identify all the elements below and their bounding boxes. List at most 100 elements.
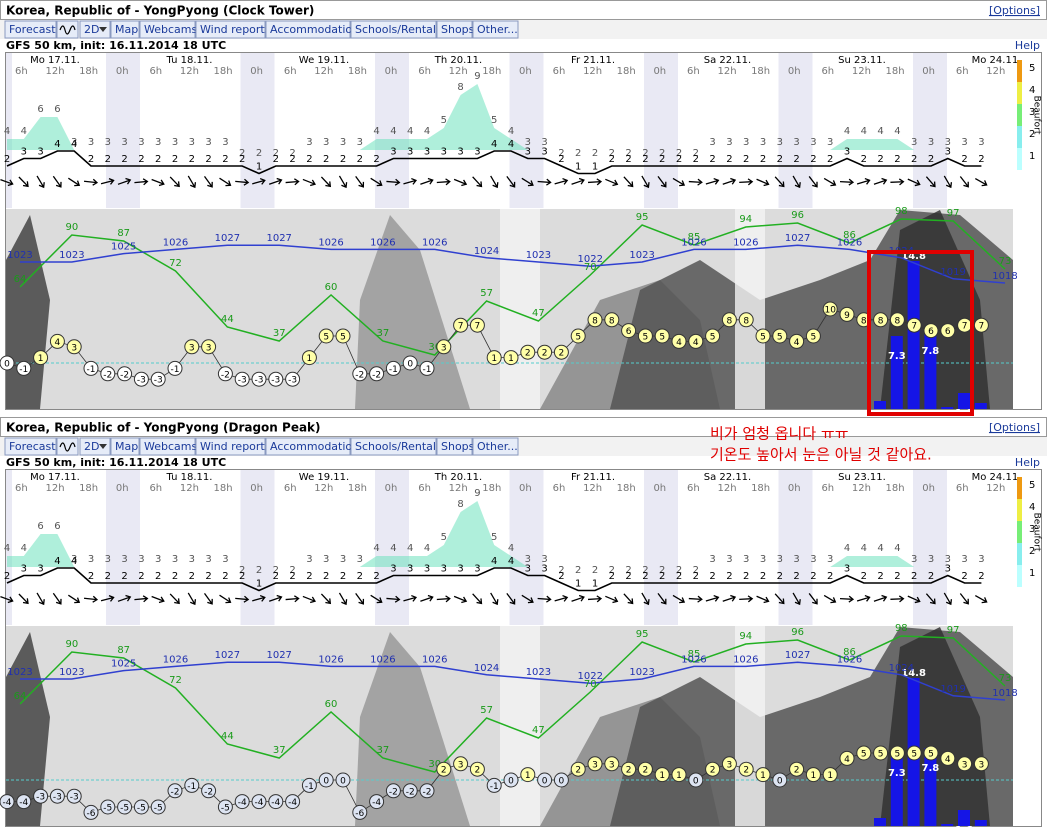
wind-arrow: [907, 178, 921, 187]
help-link[interactable]: Help: [1015, 456, 1040, 469]
hour-label: 18h: [885, 66, 904, 77]
hour-label: 6h: [553, 483, 566, 494]
night-band: [644, 53, 678, 208]
wind-value: 2: [306, 154, 312, 165]
options-link[interactable]: [Options]: [989, 421, 1040, 434]
hour-label: 18h: [617, 483, 636, 494]
temperature-label: 2: [525, 349, 531, 359]
tab-label[interactable]: Wind reports: [200, 440, 271, 453]
tab[interactable]: [472, 437, 519, 456]
tab-label[interactable]: 2D: [84, 440, 99, 453]
gust-value: 3: [121, 554, 127, 565]
tab[interactable]: [195, 20, 266, 39]
day-label: Su 23.11.: [838, 472, 886, 483]
temperature-marker: [335, 772, 351, 788]
tab[interactable]: [4, 20, 57, 39]
wind-arrow: [453, 178, 468, 187]
options-link[interactable]: [Options]: [989, 4, 1040, 17]
humidity-label: 70: [584, 679, 597, 690]
tab-label[interactable]: Wind reports: [200, 23, 271, 36]
gust-value: 3: [306, 137, 312, 148]
tab[interactable]: [265, 437, 351, 456]
temperature-label: 2: [559, 349, 565, 359]
tab-label[interactable]: Map: [115, 440, 138, 453]
wind-value: 2: [827, 154, 833, 165]
pressure-line: [20, 244, 1006, 284]
tab[interactable]: [79, 437, 111, 456]
tab-label[interactable]: Webcams: [144, 23, 197, 36]
tab[interactable]: [265, 20, 351, 39]
tab[interactable]: [56, 437, 79, 456]
beaufort-swatch: [1017, 477, 1022, 499]
wind-arrow: [472, 176, 483, 188]
wind-arrow: [571, 594, 585, 602]
tab-label[interactable]: Shops: [441, 23, 475, 36]
temperature-label: 6: [928, 327, 934, 337]
tab-label[interactable]: Map: [115, 23, 138, 36]
tab-label[interactable]: Webcams: [144, 440, 197, 453]
wind-arrow: [641, 592, 650, 606]
temperature-marker: [100, 799, 116, 815]
hour-label: 6h: [687, 66, 700, 77]
wind-arrow: [436, 595, 451, 603]
humidity-label: 70: [584, 262, 597, 273]
tab-label[interactable]: Forecast: [9, 23, 56, 36]
tab[interactable]: [436, 20, 473, 39]
wind-arrow: [722, 177, 737, 185]
tab[interactable]: [4, 437, 57, 456]
hour-label: 6h: [821, 66, 834, 77]
hour-label: 12h: [180, 483, 199, 494]
tab-label[interactable]: Accommodation: [270, 23, 359, 36]
precip-label: 14.8: [901, 668, 926, 679]
tab[interactable]: [195, 437, 266, 456]
tab[interactable]: [110, 20, 140, 39]
gust-value: 2: [642, 148, 648, 159]
help-link[interactable]: Help: [1015, 39, 1040, 52]
tab-label[interactable]: Other...: [477, 23, 518, 36]
tab[interactable]: [436, 437, 473, 456]
tab-label[interactable]: Shops: [441, 440, 475, 453]
tab-label[interactable]: Forecast: [9, 440, 56, 453]
wind-value: 2: [558, 571, 564, 582]
humidity-label: 73: [999, 673, 1012, 684]
wind-arrow: [839, 595, 855, 603]
precip-bar: [941, 824, 954, 826]
wind-arrow: [959, 176, 969, 188]
gust-value: 3: [155, 554, 161, 565]
tab[interactable]: [110, 437, 140, 456]
temperature-marker: [453, 317, 469, 333]
tab[interactable]: [472, 20, 519, 39]
gust-value: 3: [189, 554, 195, 565]
tab[interactable]: [350, 437, 437, 456]
tab[interactable]: [139, 437, 196, 456]
pressure-label: 1025: [111, 659, 136, 670]
temperature-marker: [789, 761, 805, 777]
wind-value: 2: [978, 571, 984, 582]
gust-value: 3: [340, 554, 346, 565]
gust-value: 2: [676, 148, 682, 159]
humidity-label: 97: [947, 625, 960, 636]
tab[interactable]: [139, 20, 196, 39]
temperature-marker: [285, 794, 301, 810]
tab-label[interactable]: Schools/Rentals: [355, 23, 442, 36]
temperature-label: 1: [491, 354, 497, 364]
temperature-marker: [469, 761, 485, 777]
temperature-marker: [738, 312, 754, 328]
pressure-label: 1023: [629, 250, 654, 261]
wind-arrow: [83, 595, 99, 603]
tab-label[interactable]: Accommodation: [270, 440, 359, 453]
hour-label: 0h: [116, 66, 129, 77]
wind-arrow: [235, 178, 250, 186]
temperature-label: 8: [895, 316, 901, 326]
tab[interactable]: [350, 20, 437, 39]
tab[interactable]: [56, 20, 79, 39]
temperature-marker: [654, 328, 670, 344]
wind-value: 4: [71, 139, 77, 150]
tab-label[interactable]: Other...: [477, 440, 518, 453]
temperature-label: 9: [844, 311, 850, 321]
tab-label[interactable]: Schools/Rentals: [355, 440, 442, 453]
wind-value: 3: [37, 564, 43, 575]
tab-label[interactable]: 2D: [84, 23, 99, 36]
wind-arrow: [808, 593, 818, 605]
tab[interactable]: [79, 20, 111, 39]
